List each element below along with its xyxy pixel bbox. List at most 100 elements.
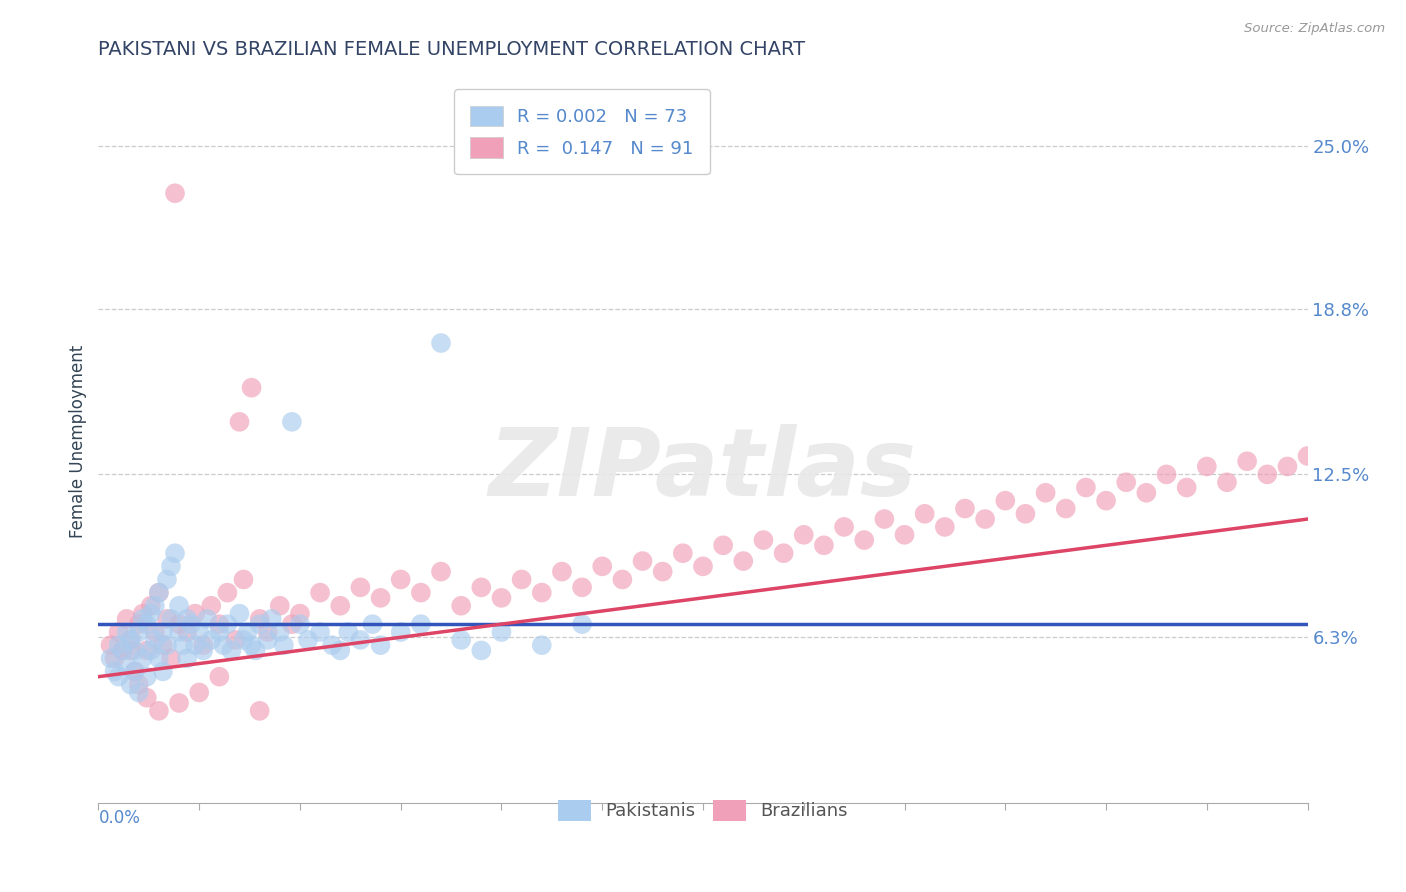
- Point: [273, 638, 295, 652]
- Point: [103, 651, 125, 665]
- Point: [143, 625, 166, 640]
- Legend: Pakistanis, Brazilians: Pakistanis, Brazilians: [541, 784, 865, 837]
- Point: [193, 638, 215, 652]
- Point: [321, 638, 343, 652]
- Point: [389, 625, 412, 640]
- Point: [107, 625, 129, 640]
- Point: [152, 625, 174, 640]
- Point: [256, 625, 278, 640]
- Point: [349, 580, 371, 594]
- Point: [1014, 507, 1036, 521]
- Point: [409, 617, 432, 632]
- Point: [212, 638, 235, 652]
- Point: [176, 612, 198, 626]
- Point: [1236, 454, 1258, 468]
- Point: [370, 591, 392, 605]
- Point: [167, 625, 190, 640]
- Point: [631, 554, 654, 568]
- Point: [853, 533, 876, 547]
- Point: [813, 538, 835, 552]
- Point: [571, 580, 593, 594]
- Point: [156, 573, 179, 587]
- Point: [1074, 481, 1097, 495]
- Point: [245, 643, 267, 657]
- Point: [772, 546, 794, 560]
- Text: PAKISTANI VS BRAZILIAN FEMALE UNEMPLOYMENT CORRELATION CHART: PAKISTANI VS BRAZILIAN FEMALE UNEMPLOYME…: [98, 40, 806, 59]
- Point: [450, 599, 472, 613]
- Point: [1296, 449, 1319, 463]
- Point: [184, 607, 207, 621]
- Point: [156, 612, 179, 626]
- Point: [409, 585, 432, 599]
- Point: [115, 625, 138, 640]
- Point: [228, 415, 250, 429]
- Point: [217, 617, 239, 632]
- Point: [120, 643, 142, 657]
- Point: [135, 670, 157, 684]
- Point: [1115, 475, 1137, 490]
- Point: [329, 643, 352, 657]
- Text: ZIPatlas: ZIPatlas: [489, 425, 917, 516]
- Point: [128, 625, 150, 640]
- Point: [100, 638, 122, 652]
- Point: [111, 643, 134, 657]
- Point: [148, 585, 170, 599]
- Point: [260, 612, 283, 626]
- Point: [1216, 475, 1239, 490]
- Point: [752, 533, 775, 547]
- Point: [232, 632, 254, 647]
- Point: [1054, 501, 1077, 516]
- Point: [832, 520, 855, 534]
- Point: [160, 612, 183, 626]
- Point: [132, 612, 155, 626]
- Point: [281, 415, 304, 429]
- Point: [974, 512, 997, 526]
- Point: [208, 670, 231, 684]
- Point: [430, 336, 453, 351]
- Point: [107, 638, 129, 652]
- Point: [1035, 485, 1057, 500]
- Point: [349, 632, 371, 647]
- Point: [124, 665, 146, 679]
- Point: [1195, 459, 1218, 474]
- Point: [120, 677, 142, 691]
- Point: [269, 625, 291, 640]
- Point: [591, 559, 613, 574]
- Point: [281, 617, 304, 632]
- Point: [470, 580, 492, 594]
- Point: [100, 651, 122, 665]
- Point: [176, 625, 198, 640]
- Point: [228, 607, 250, 621]
- Point: [1135, 485, 1157, 500]
- Point: [139, 607, 162, 621]
- Point: [288, 607, 311, 621]
- Point: [200, 599, 222, 613]
- Point: [249, 612, 271, 626]
- Point: [135, 643, 157, 657]
- Point: [612, 573, 634, 587]
- Point: [200, 632, 222, 647]
- Point: [160, 651, 183, 665]
- Point: [143, 599, 166, 613]
- Point: [510, 573, 533, 587]
- Point: [1175, 481, 1198, 495]
- Point: [733, 554, 755, 568]
- Point: [389, 573, 412, 587]
- Point: [107, 670, 129, 684]
- Point: [195, 612, 218, 626]
- Point: [551, 565, 574, 579]
- Point: [148, 651, 170, 665]
- Text: 0.0%: 0.0%: [98, 808, 141, 827]
- Point: [180, 617, 202, 632]
- Point: [139, 643, 162, 657]
- Point: [249, 617, 271, 632]
- Point: [132, 607, 155, 621]
- Point: [188, 685, 211, 699]
- Point: [361, 617, 384, 632]
- Point: [232, 573, 254, 587]
- Point: [571, 617, 593, 632]
- Point: [172, 638, 194, 652]
- Point: [934, 520, 956, 534]
- Point: [893, 528, 915, 542]
- Point: [128, 617, 150, 632]
